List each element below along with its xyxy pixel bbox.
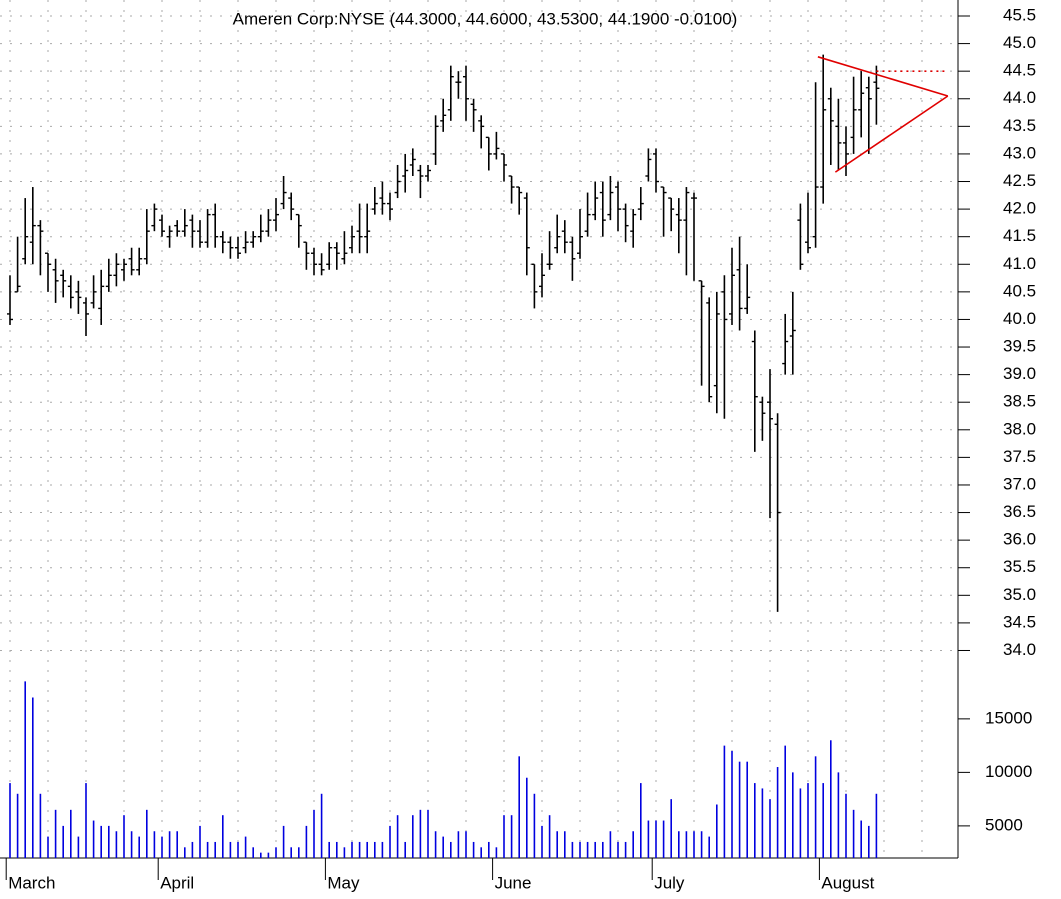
y-tick-label: 45.0 [1003, 33, 1036, 52]
chart-title: Ameren Corp:NYSE (44.3000, 44.6000, 43.5… [233, 9, 738, 28]
y-tick-label: 37.0 [1003, 474, 1036, 493]
y-tick-label: 34.5 [1003, 612, 1036, 631]
y-tick-label: 35.5 [1003, 557, 1036, 576]
y-tick-label: 43.5 [1003, 116, 1036, 135]
y-tick-label: 36.0 [1003, 530, 1036, 549]
y2-tick-label: 15000 [985, 708, 1032, 727]
y-tick-label: 38.0 [1003, 419, 1036, 438]
y-tick-label: 35.0 [1003, 585, 1036, 604]
y-tick-label: 37.5 [1003, 447, 1036, 466]
x-tick-label: June [495, 873, 532, 892]
y-tick-label: 40.0 [1003, 309, 1036, 328]
y-tick-label: 42.0 [1003, 199, 1036, 218]
x-tick-label: April [160, 873, 194, 892]
y-tick-label: 38.5 [1003, 392, 1036, 411]
trend-line [817, 56, 949, 97]
y2-tick-label: 10000 [985, 762, 1032, 781]
y-tick-label: 41.0 [1003, 254, 1036, 273]
y-tick-label: 44.5 [1003, 61, 1036, 80]
x-tick-label: May [327, 873, 360, 892]
y-tick-label: 39.0 [1003, 364, 1036, 383]
x-tick-label: March [8, 873, 55, 892]
trend-line [834, 95, 949, 173]
y-tick-label: 40.5 [1003, 281, 1036, 300]
x-tick-label: July [654, 873, 685, 892]
y-tick-label: 43.0 [1003, 143, 1036, 162]
y-tick-label: 41.5 [1003, 226, 1036, 245]
y-tick-label: 45.5 [1003, 5, 1036, 24]
y-tick-label: 39.5 [1003, 337, 1036, 356]
y-tick-label: 36.5 [1003, 502, 1036, 521]
y2-tick-label: 5000 [985, 815, 1023, 834]
y-tick-label: 42.5 [1003, 171, 1036, 190]
y-tick-label: 44.0 [1003, 88, 1036, 107]
y-tick-label: 34.0 [1003, 640, 1036, 659]
x-tick-label: August [821, 873, 874, 892]
